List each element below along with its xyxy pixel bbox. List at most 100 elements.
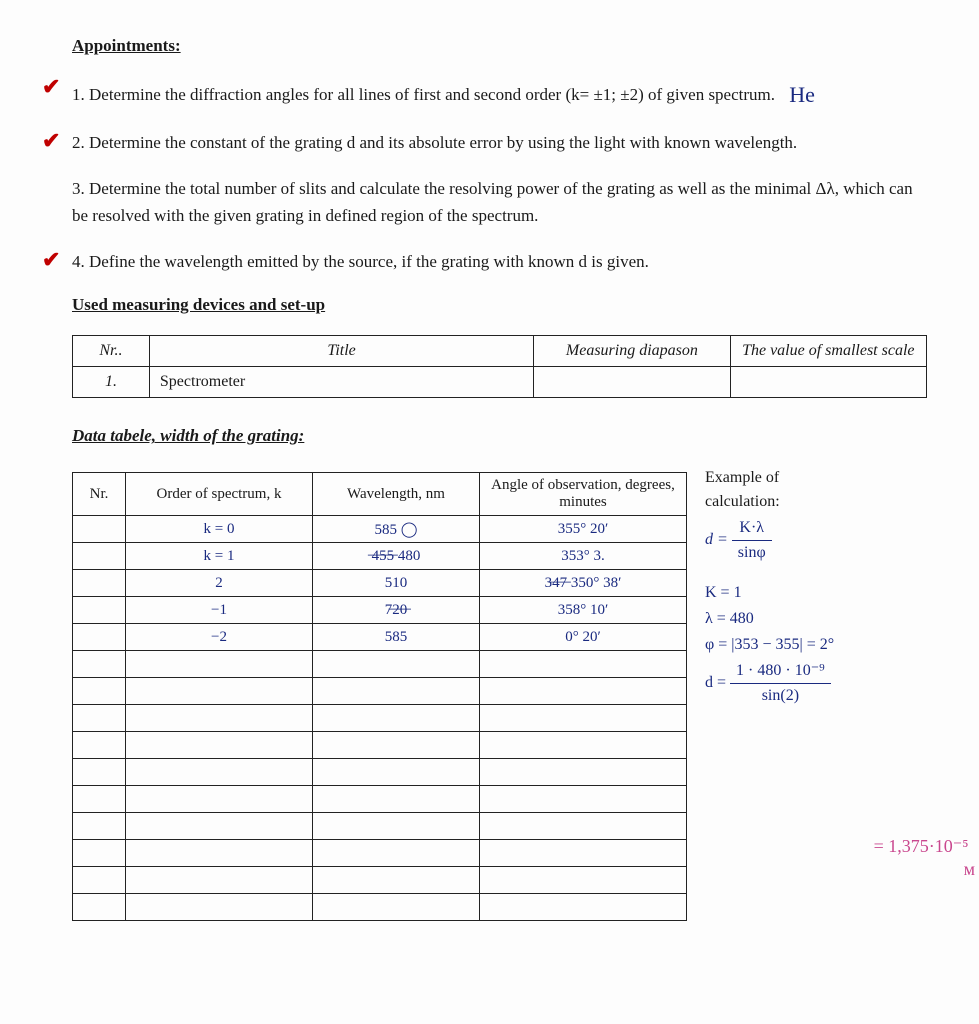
empty-cell	[126, 813, 313, 840]
table-row: 25103̶4̶7̶ 350° 38′	[73, 570, 687, 597]
empty-cell	[126, 759, 313, 786]
table-row	[73, 651, 687, 678]
hand-k: K = 1	[705, 581, 834, 605]
empty-cell	[126, 786, 313, 813]
table-row: k = 0585 ◯355° 20′	[73, 516, 687, 543]
cell-nr	[73, 543, 126, 570]
item-3-text: 3. Determine the total number of slits a…	[72, 179, 913, 224]
table-row: 1. Spectrometer	[73, 367, 927, 398]
empty-cell	[480, 813, 687, 840]
col-nr: Nr.	[73, 473, 126, 516]
empty-cell	[126, 867, 313, 894]
table-row	[73, 840, 687, 867]
d-num: 1 · 480 · 10⁻⁹	[730, 659, 831, 684]
formula-d: d = K·λ sinφ	[705, 516, 834, 565]
col-nr: Nr..	[73, 336, 150, 367]
empty-cell	[73, 867, 126, 894]
item-4: ✔ 4. Define the wavelength emitted by th…	[72, 249, 927, 275]
item-4-text: 4. Define the wavelength emitted by the …	[72, 252, 649, 271]
empty-cell	[73, 813, 126, 840]
devices-table: Nr.. Title Measuring diapason The value …	[72, 335, 927, 398]
empty-cell	[73, 705, 126, 732]
data-table: Nr. Order of spectrum, k Wavelength, nm …	[72, 472, 687, 921]
check-icon: ✔	[42, 76, 60, 98]
empty-cell	[480, 705, 687, 732]
cell-scale	[730, 367, 926, 398]
empty-cell	[480, 867, 687, 894]
heading-data-text: Data tabele, width of the grating:	[72, 426, 304, 445]
handwritten-he: He	[789, 78, 815, 112]
empty-cell	[480, 759, 687, 786]
table-row	[73, 786, 687, 813]
cell-ang: 353° 3.	[480, 543, 687, 570]
cell-wl: 7̶2̶0̶	[313, 597, 480, 624]
empty-cell	[73, 759, 126, 786]
item-3: 3. Determine the total number of slits a…	[72, 176, 927, 229]
table-row	[73, 732, 687, 759]
example-label-2: calculation:	[705, 490, 834, 514]
table-row: −17̶2̶0̶358° 10′	[73, 597, 687, 624]
col-wl: Wavelength, nm	[313, 473, 480, 516]
cell-k: −1	[126, 597, 313, 624]
table-row	[73, 678, 687, 705]
empty-cell	[73, 840, 126, 867]
result-annotation: = 1,375·10⁻⁵ м	[874, 835, 975, 882]
cell-k: 2	[126, 570, 313, 597]
empty-cell	[73, 651, 126, 678]
result-value: = 1,375·10⁻⁵	[874, 836, 969, 856]
fraction-klambda-sinphi: K·λ sinφ	[732, 516, 772, 565]
item-1-text: 1. Determine the diffraction angles for …	[72, 85, 775, 104]
cell-k: −2	[126, 624, 313, 651]
empty-cell	[73, 894, 126, 921]
heading-data: Data tabele, width of the grating:	[72, 426, 927, 446]
cell-wl: 510	[313, 570, 480, 597]
cell-nr	[73, 624, 126, 651]
empty-cell	[313, 759, 480, 786]
table-row: −25850° 20′	[73, 624, 687, 651]
frac-den: sinφ	[732, 541, 772, 565]
cell-k: k = 1	[126, 543, 313, 570]
result-unit: м	[964, 859, 975, 879]
empty-cell	[480, 894, 687, 921]
cell-ang: 3̶4̶7̶ 350° 38′	[480, 570, 687, 597]
col-diapason: Measuring diapason	[534, 336, 730, 367]
example-label-1: Example of	[705, 466, 834, 490]
col-title: Title	[149, 336, 533, 367]
empty-cell	[480, 732, 687, 759]
empty-cell	[313, 867, 480, 894]
table-row: k = 1̶4̶5̶5̶ 480353° 3.	[73, 543, 687, 570]
empty-cell	[313, 786, 480, 813]
cell-nr	[73, 516, 126, 543]
col-k: Order of spectrum, k	[126, 473, 313, 516]
table-row	[73, 705, 687, 732]
cell-ang: 0° 20′	[480, 624, 687, 651]
cell-ang: 355° 20′	[480, 516, 687, 543]
empty-cell	[126, 678, 313, 705]
empty-cell	[313, 894, 480, 921]
d-equals-2: d =	[705, 675, 726, 692]
cell-ang: 358° 10′	[480, 597, 687, 624]
heading-appointments: Appointments:	[72, 36, 927, 56]
empty-cell	[126, 732, 313, 759]
cell-wl: 585 ◯	[313, 516, 480, 543]
empty-cell	[126, 705, 313, 732]
cell-nr: 1.	[73, 367, 150, 398]
col-scale: The value of smallest scale	[730, 336, 926, 367]
heading-devices: Used measuring devices and set-up	[72, 295, 927, 315]
check-icon: ✔	[42, 249, 60, 271]
item-2-text: 2. Determine the constant of the grating…	[72, 133, 797, 152]
side-calculation: Example of calculation: d = K·λ sinφ K =…	[705, 466, 834, 708]
frac-num: K·λ	[732, 516, 772, 541]
d-den: sin(2)	[730, 684, 831, 708]
empty-cell	[480, 651, 687, 678]
empty-cell	[480, 840, 687, 867]
empty-cell	[313, 732, 480, 759]
empty-cell	[313, 840, 480, 867]
col-ang: Angle of observation, degrees, minutes	[480, 473, 687, 516]
empty-cell	[313, 651, 480, 678]
data-area: Nr. Order of spectrum, k Wavelength, nm …	[72, 466, 927, 921]
fraction-d-calc: 1 · 480 · 10⁻⁹ sin(2)	[730, 659, 831, 708]
empty-cell	[73, 786, 126, 813]
empty-cell	[313, 813, 480, 840]
empty-cell	[73, 732, 126, 759]
